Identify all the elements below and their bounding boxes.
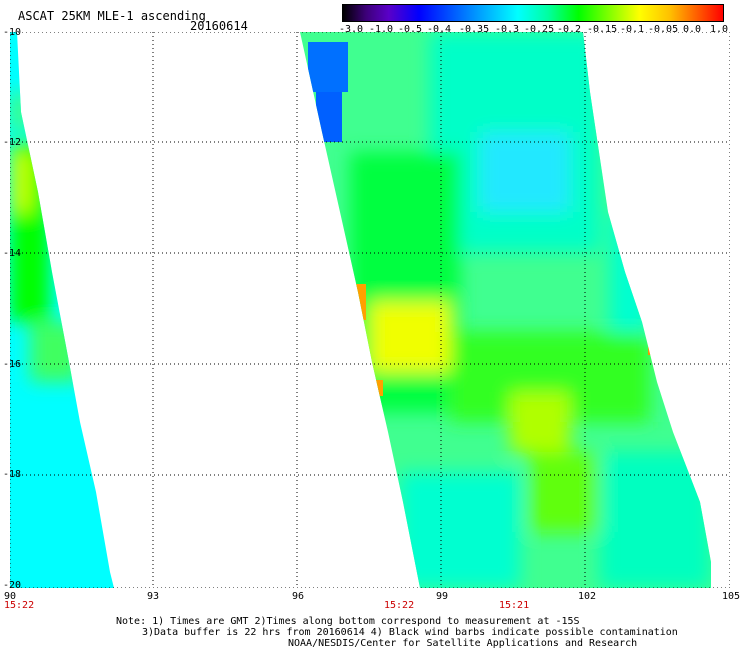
lon-label: 90 [4, 591, 17, 602]
colorbar-label: -0.3 [495, 24, 520, 35]
scatterometer-map [10, 32, 730, 588]
colorbar-label: 1.0 [710, 24, 729, 35]
color-scale-bar [342, 4, 724, 22]
lat-label: -18 [3, 469, 22, 480]
lat-label: -12 [3, 137, 22, 148]
colorbar-label: -0.2 [557, 24, 582, 35]
lat-label: -16 [3, 359, 22, 370]
time-label: 15:22 [4, 600, 35, 611]
lon-label: 96 [292, 591, 305, 602]
colorbar-label: -1.0 [369, 24, 394, 35]
colorbar-label: 0.0 [683, 24, 702, 35]
lat-lon-grid [10, 32, 730, 588]
time-label: 15:21 [499, 600, 530, 611]
colorbar-label: -0.4 [427, 24, 452, 35]
time-label: 15:22 [384, 600, 415, 611]
left-swath [10, 32, 114, 588]
lon-label: 105 [722, 591, 740, 602]
colorbar-label: -0.05 [648, 24, 679, 35]
colorbar-label: -0.1 [620, 24, 645, 35]
lat-label: -20 [3, 580, 22, 591]
colorbar-label: -0.35 [459, 24, 490, 35]
right-swath [300, 32, 711, 588]
credit-line: NOAA/NESDIS/Center for Satellite Applica… [288, 638, 638, 649]
colorbar-label: -0.15 [587, 24, 618, 35]
map-title: ASCAT 25KM MLE-1 ascending [18, 9, 206, 23]
colorbar-label: -3.0 [339, 24, 364, 35]
lon-label: 99 [436, 591, 449, 602]
note-line-2: 3)Data buffer is 22 hrs from 20160614 4)… [142, 627, 678, 638]
colorbar-label: -0.5 [398, 24, 423, 35]
lat-label: -14 [3, 248, 22, 259]
lon-label: 93 [147, 591, 160, 602]
lon-label: 102 [578, 591, 597, 602]
colorbar-label: -0.25 [524, 24, 555, 35]
note-line-1: Note: 1) Times are GMT 2)Times along bot… [116, 616, 580, 627]
map-date: 20160614 [190, 19, 248, 33]
lat-label: -10 [3, 27, 22, 38]
